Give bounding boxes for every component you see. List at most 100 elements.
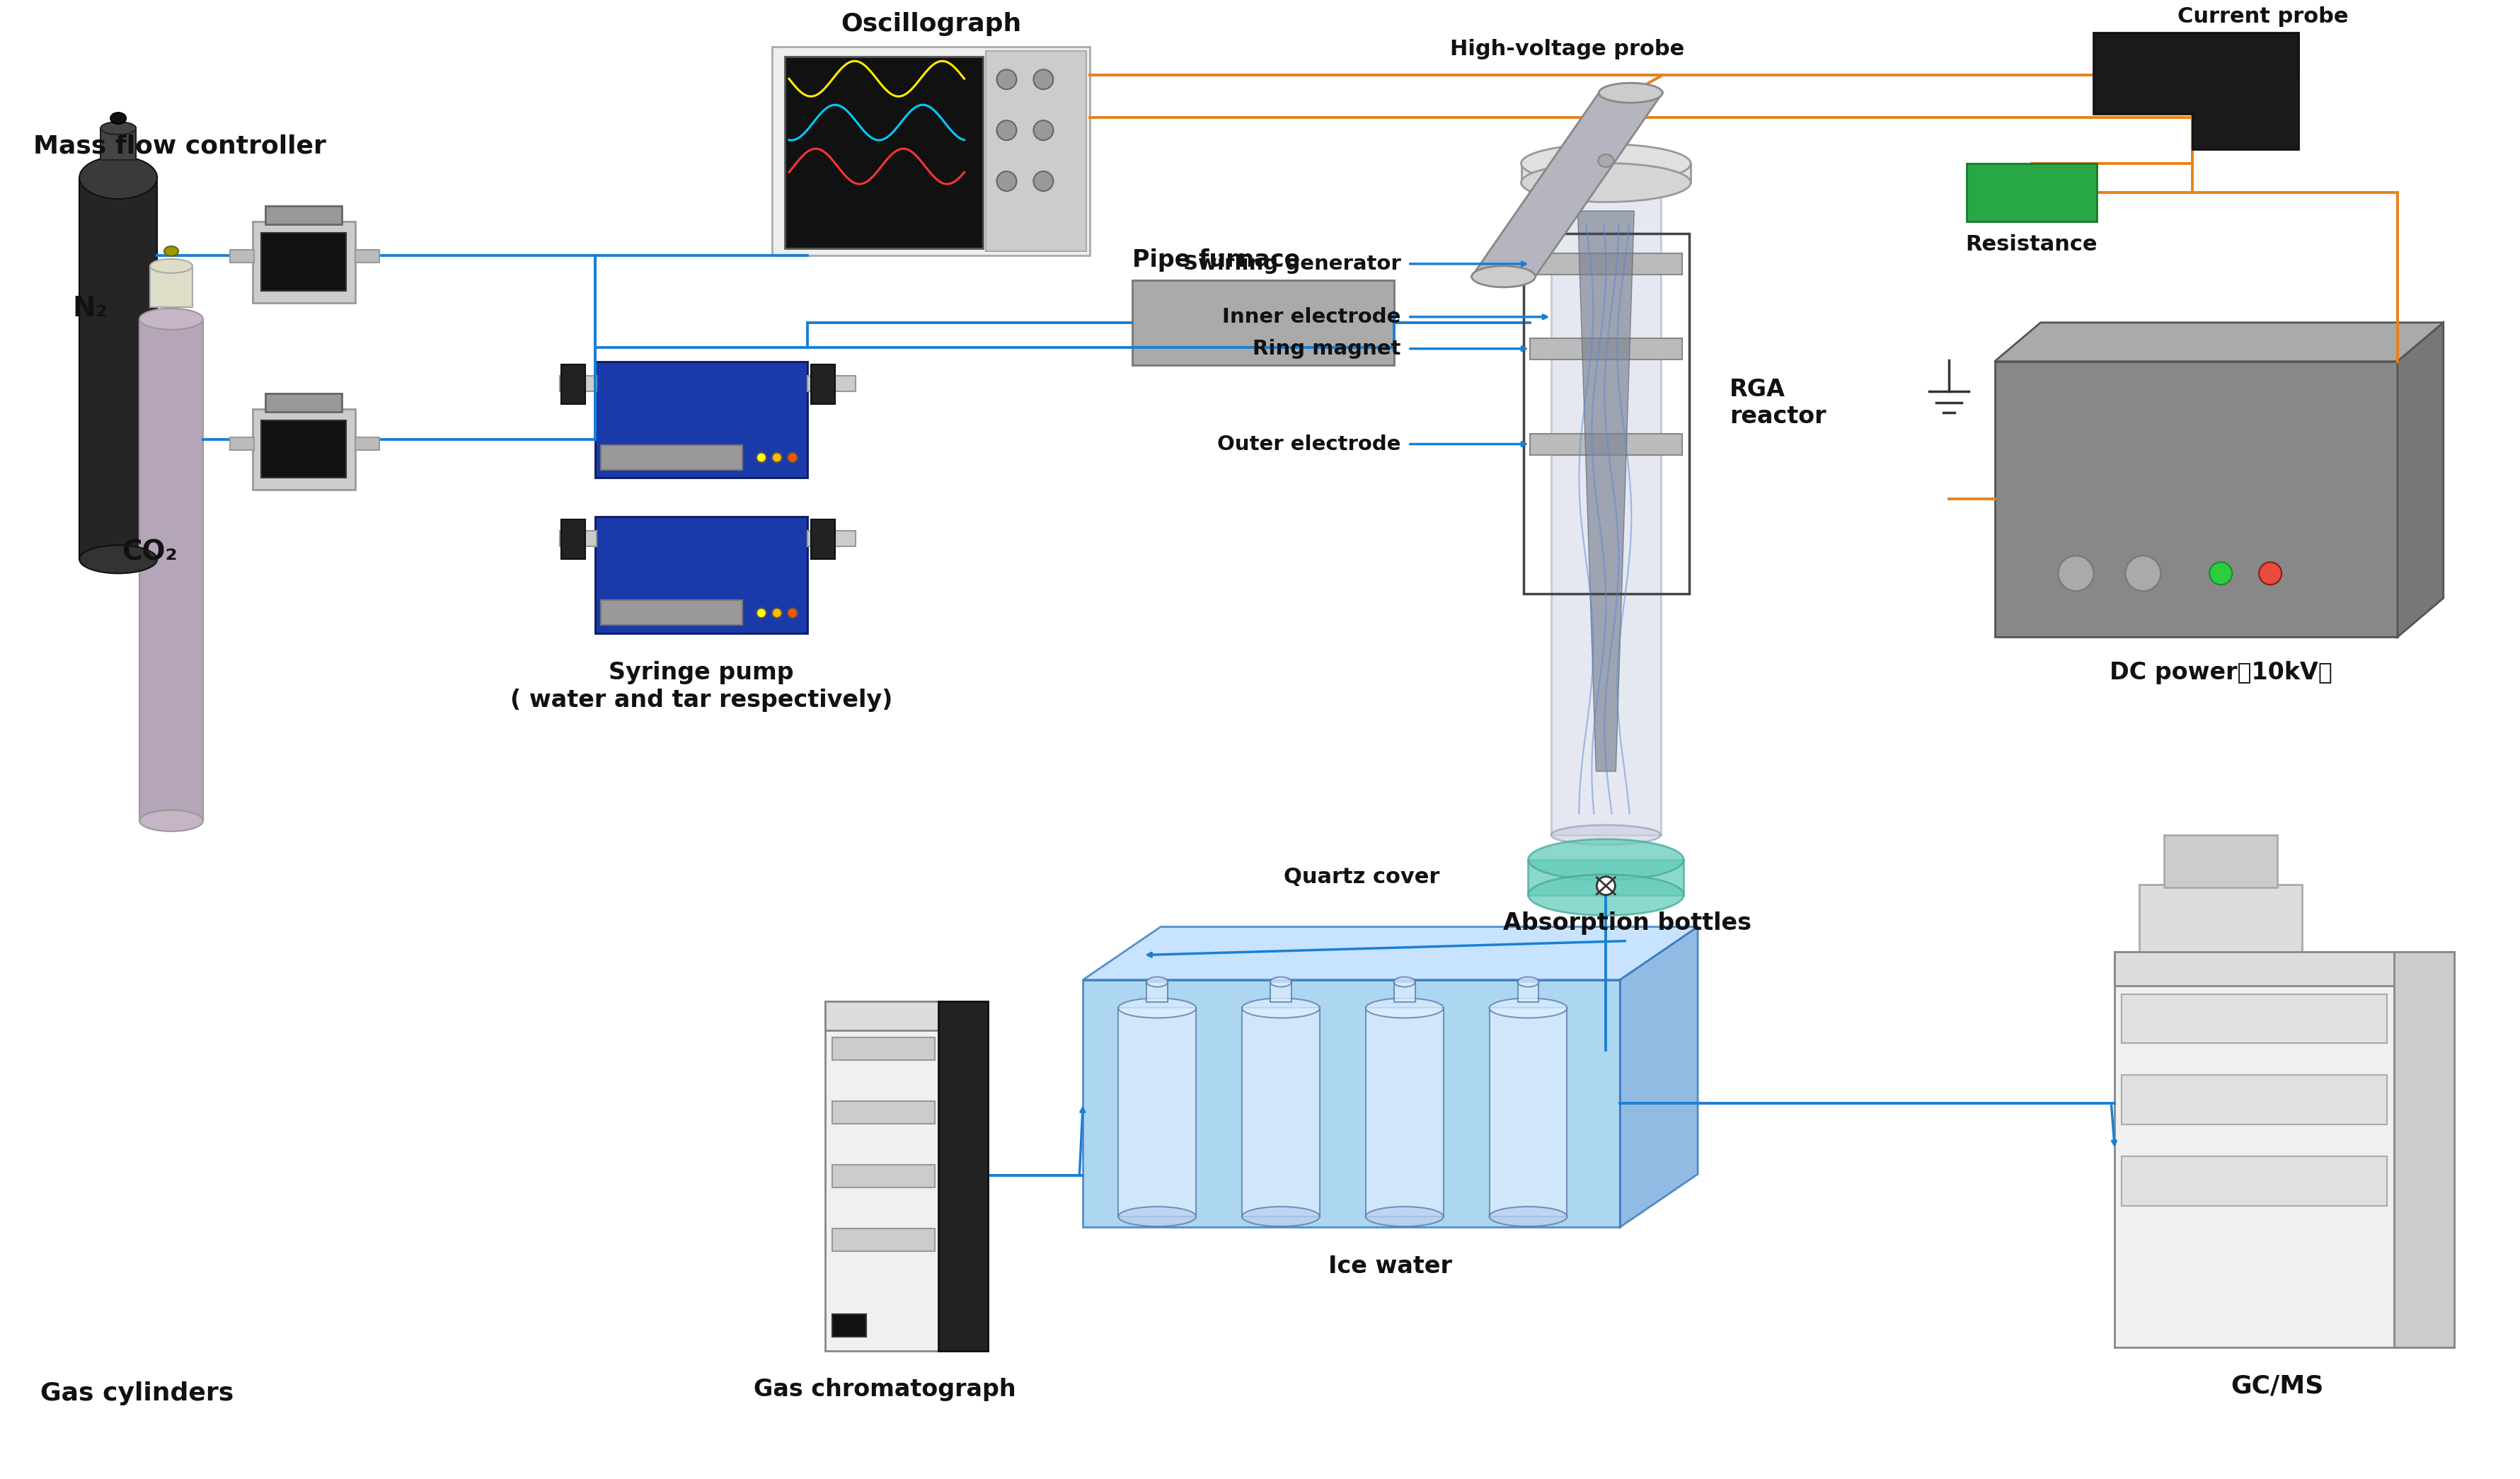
- Text: CO₂: CO₂: [121, 538, 176, 565]
- FancyBboxPatch shape: [262, 232, 345, 291]
- Text: Ring magnet: Ring magnet: [1252, 339, 1401, 358]
- FancyBboxPatch shape: [139, 319, 204, 821]
- FancyBboxPatch shape: [1530, 433, 1683, 454]
- Ellipse shape: [1598, 83, 1663, 102]
- Ellipse shape: [139, 309, 204, 330]
- FancyBboxPatch shape: [265, 393, 343, 411]
- Polygon shape: [2397, 322, 2444, 637]
- FancyBboxPatch shape: [2394, 951, 2454, 1347]
- FancyBboxPatch shape: [355, 250, 378, 262]
- FancyBboxPatch shape: [559, 531, 597, 547]
- FancyBboxPatch shape: [1530, 339, 1683, 359]
- FancyBboxPatch shape: [2114, 951, 2454, 1347]
- Ellipse shape: [1489, 998, 1567, 1018]
- Ellipse shape: [1242, 998, 1320, 1018]
- Ellipse shape: [81, 546, 156, 574]
- FancyBboxPatch shape: [2139, 884, 2303, 952]
- FancyBboxPatch shape: [824, 1001, 988, 1031]
- Ellipse shape: [1033, 70, 1053, 89]
- Ellipse shape: [1598, 877, 1615, 895]
- Ellipse shape: [998, 120, 1016, 141]
- Ellipse shape: [789, 608, 796, 618]
- FancyBboxPatch shape: [229, 250, 255, 262]
- Text: GC/MS: GC/MS: [2230, 1374, 2323, 1398]
- FancyBboxPatch shape: [2122, 1157, 2386, 1205]
- Ellipse shape: [2210, 562, 2233, 584]
- Ellipse shape: [1517, 978, 1540, 986]
- FancyBboxPatch shape: [1530, 253, 1683, 275]
- FancyBboxPatch shape: [595, 516, 806, 633]
- FancyBboxPatch shape: [1394, 982, 1416, 1001]
- Polygon shape: [1578, 211, 1633, 772]
- FancyBboxPatch shape: [1147, 982, 1167, 1001]
- FancyBboxPatch shape: [832, 1038, 935, 1060]
- FancyBboxPatch shape: [806, 531, 854, 547]
- Ellipse shape: [1366, 1207, 1444, 1226]
- FancyBboxPatch shape: [81, 177, 156, 559]
- FancyBboxPatch shape: [1084, 979, 1620, 1228]
- FancyBboxPatch shape: [559, 376, 597, 390]
- FancyBboxPatch shape: [1522, 164, 1691, 182]
- Ellipse shape: [998, 172, 1016, 191]
- Ellipse shape: [1147, 978, 1167, 986]
- Ellipse shape: [1366, 998, 1444, 1018]
- Ellipse shape: [1242, 1207, 1320, 1226]
- FancyBboxPatch shape: [562, 364, 585, 404]
- FancyBboxPatch shape: [2165, 836, 2278, 887]
- Polygon shape: [1472, 93, 1663, 277]
- FancyBboxPatch shape: [1366, 1009, 1444, 1217]
- FancyBboxPatch shape: [2114, 951, 2454, 985]
- Ellipse shape: [2124, 556, 2160, 592]
- Text: RGA
reactor: RGA reactor: [1729, 379, 1827, 429]
- Text: Oscillograph: Oscillograph: [842, 12, 1021, 37]
- FancyBboxPatch shape: [832, 1229, 935, 1251]
- Ellipse shape: [101, 121, 136, 135]
- FancyBboxPatch shape: [2122, 1075, 2386, 1124]
- Ellipse shape: [1033, 120, 1053, 141]
- Text: Outer electrode: Outer electrode: [1217, 435, 1401, 454]
- Ellipse shape: [139, 810, 204, 831]
- Text: Gas cylinders: Gas cylinders: [40, 1381, 234, 1405]
- Text: DC power（10kV）: DC power（10kV）: [2109, 661, 2331, 685]
- Text: N₂: N₂: [73, 294, 108, 322]
- Ellipse shape: [998, 70, 1016, 89]
- Text: Resistance: Resistance: [1966, 235, 2097, 254]
- FancyBboxPatch shape: [262, 420, 345, 478]
- FancyBboxPatch shape: [229, 436, 255, 450]
- Ellipse shape: [2258, 562, 2281, 584]
- FancyBboxPatch shape: [151, 266, 192, 308]
- FancyBboxPatch shape: [252, 408, 355, 490]
- Ellipse shape: [1394, 978, 1416, 986]
- FancyBboxPatch shape: [1242, 1009, 1320, 1217]
- Polygon shape: [1620, 927, 1698, 1228]
- FancyBboxPatch shape: [595, 361, 806, 478]
- FancyBboxPatch shape: [265, 206, 343, 225]
- FancyBboxPatch shape: [1517, 982, 1540, 1001]
- Text: Ice water: Ice water: [1328, 1254, 1452, 1278]
- Text: Mass flow controller: Mass flow controller: [33, 133, 328, 158]
- FancyBboxPatch shape: [824, 1001, 988, 1350]
- Ellipse shape: [756, 453, 766, 463]
- FancyBboxPatch shape: [1119, 1009, 1197, 1217]
- Ellipse shape: [756, 608, 766, 618]
- FancyBboxPatch shape: [101, 129, 136, 160]
- FancyBboxPatch shape: [1489, 1009, 1567, 1217]
- Ellipse shape: [1033, 172, 1053, 191]
- FancyBboxPatch shape: [1996, 361, 2397, 637]
- Text: Syringe pump
( water and tar respectively): Syringe pump ( water and tar respectivel…: [509, 661, 892, 711]
- FancyBboxPatch shape: [1131, 280, 1394, 365]
- Ellipse shape: [771, 453, 781, 463]
- Ellipse shape: [1119, 1207, 1197, 1226]
- Ellipse shape: [1527, 839, 1683, 880]
- FancyBboxPatch shape: [811, 364, 834, 404]
- FancyBboxPatch shape: [1966, 164, 2097, 222]
- Text: Inner electrode: Inner electrode: [1222, 308, 1401, 327]
- Ellipse shape: [1522, 143, 1691, 183]
- FancyBboxPatch shape: [811, 519, 834, 559]
- FancyBboxPatch shape: [985, 52, 1086, 251]
- Ellipse shape: [1527, 874, 1683, 916]
- Text: High-voltage probe: High-voltage probe: [1449, 38, 1683, 59]
- Ellipse shape: [1552, 825, 1661, 845]
- FancyBboxPatch shape: [832, 1102, 935, 1124]
- Ellipse shape: [1119, 998, 1197, 1018]
